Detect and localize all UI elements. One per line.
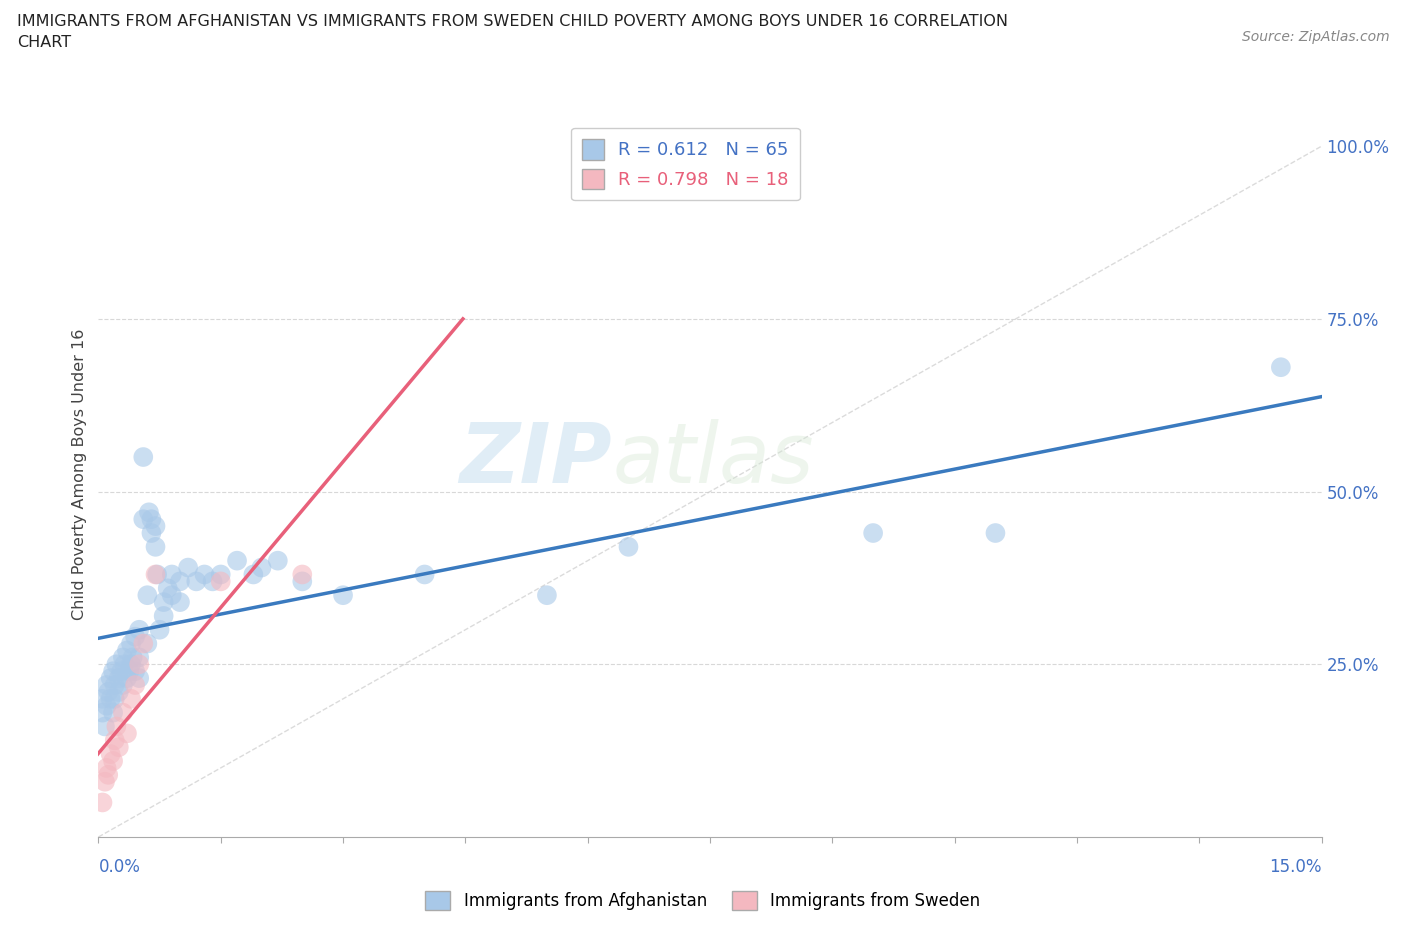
- Point: [94, 775, 117, 790]
- Point: [97, 684, 120, 699]
- Point: [97, 767, 120, 782]
- Point: [111, 650, 134, 665]
- Point: [96, 761, 118, 776]
- Point: [128, 657, 150, 671]
- Point: [132, 636, 155, 651]
- Point: [120, 657, 142, 671]
- Point: [111, 678, 134, 693]
- Point: [128, 622, 150, 637]
- Point: [201, 574, 224, 589]
- Point: [91, 691, 114, 706]
- Point: [96, 698, 118, 713]
- Point: [105, 657, 128, 671]
- Text: 15.0%: 15.0%: [1270, 858, 1322, 876]
- Text: IMMIGRANTS FROM AFGHANISTAN VS IMMIGRANTS FROM SWEDEN CHILD POVERTY AMONG BOYS U: IMMIGRANTS FROM AFGHANISTAN VS IMMIGRANT…: [17, 14, 1008, 29]
- Point: [193, 567, 215, 582]
- Point: [114, 657, 136, 671]
- Point: [242, 567, 264, 582]
- Point: [94, 719, 117, 734]
- Point: [152, 594, 174, 609]
- Point: [132, 512, 155, 526]
- Point: [209, 567, 232, 582]
- Point: [141, 512, 163, 526]
- Y-axis label: Child Poverty Among Boys Under 16: Child Poverty Among Boys Under 16: [72, 328, 87, 620]
- Point: [100, 671, 122, 685]
- Point: [128, 650, 150, 665]
- Point: [138, 505, 160, 520]
- Point: [250, 560, 273, 575]
- Point: [104, 678, 127, 693]
- Text: ZIP: ZIP: [460, 419, 612, 500]
- Point: [101, 705, 124, 720]
- Point: [91, 795, 114, 810]
- Point: [101, 664, 124, 679]
- Legend: Immigrants from Afghanistan, Immigrants from Sweden: Immigrants from Afghanistan, Immigrants …: [419, 884, 987, 917]
- Point: [156, 581, 179, 596]
- Point: [169, 594, 191, 609]
- Point: [169, 574, 191, 589]
- Text: CHART: CHART: [17, 35, 70, 50]
- Text: Source: ZipAtlas.com: Source: ZipAtlas.com: [1241, 30, 1389, 44]
- Point: [124, 678, 146, 693]
- Point: [124, 630, 146, 644]
- Point: [128, 671, 150, 685]
- Point: [862, 525, 884, 540]
- Point: [108, 684, 131, 699]
- Point: [104, 691, 127, 706]
- Point: [226, 553, 249, 568]
- Legend: R = 0.612   N = 65, R = 0.798   N = 18: R = 0.612 N = 65, R = 0.798 N = 18: [571, 128, 800, 200]
- Point: [536, 588, 558, 603]
- Point: [120, 636, 142, 651]
- Point: [141, 525, 163, 540]
- Point: [145, 539, 167, 554]
- Point: [101, 753, 124, 768]
- Point: [160, 567, 183, 582]
- Point: [115, 671, 138, 685]
- Point: [152, 608, 174, 623]
- Point: [291, 567, 314, 582]
- Point: [115, 726, 138, 741]
- Point: [108, 671, 131, 685]
- Point: [118, 664, 141, 679]
- Point: [160, 588, 183, 603]
- Point: [177, 560, 200, 575]
- Point: [186, 574, 208, 589]
- Point: [267, 553, 290, 568]
- Point: [91, 705, 114, 720]
- Point: [149, 622, 172, 637]
- Point: [617, 539, 640, 554]
- Point: [136, 588, 159, 603]
- Point: [120, 691, 142, 706]
- Point: [146, 567, 169, 582]
- Point: [332, 588, 354, 603]
- Text: 0.0%: 0.0%: [98, 858, 141, 876]
- Point: [111, 705, 134, 720]
- Point: [104, 733, 127, 748]
- Point: [110, 664, 132, 679]
- Point: [413, 567, 436, 582]
- Point: [145, 519, 167, 534]
- Point: [115, 643, 138, 658]
- Point: [100, 691, 122, 706]
- Point: [1270, 360, 1292, 375]
- Point: [136, 636, 159, 651]
- Point: [209, 574, 232, 589]
- Point: [105, 719, 128, 734]
- Point: [124, 664, 146, 679]
- Text: atlas: atlas: [612, 419, 814, 500]
- Point: [100, 747, 122, 762]
- Point: [108, 739, 131, 754]
- Point: [132, 449, 155, 464]
- Point: [291, 574, 314, 589]
- Point: [96, 678, 118, 693]
- Point: [145, 567, 167, 582]
- Point: [984, 525, 1007, 540]
- Point: [121, 650, 143, 665]
